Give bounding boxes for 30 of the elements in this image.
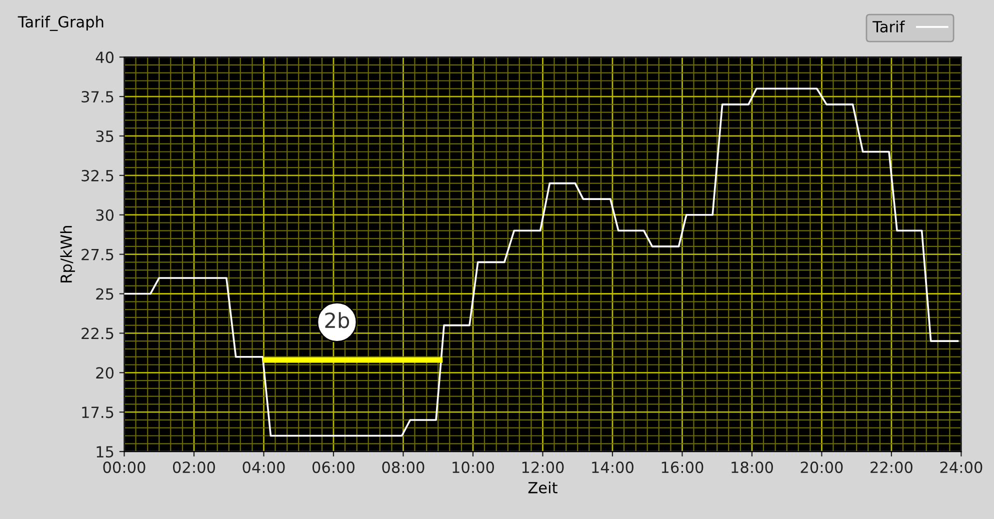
y-tick-label: 22.5 [82,328,114,340]
x-axis-title: Zeit [528,482,558,494]
line-series [124,88,959,437]
x-tick-label: 08:00 [382,462,424,474]
y-tick-label: 27.5 [82,248,114,260]
y-tick-label: 25 [96,288,114,300]
y-tick-label: 17.5 [82,406,114,418]
x-tick-label: 24:00 [940,462,982,474]
x-tick-label: 22:00 [870,462,912,474]
x-tick-label: 02:00 [172,462,215,474]
x-tick-label: 18:00 [732,462,773,474]
y-axis-title: Rp/kWh [60,226,75,282]
y-tick-label: 35 [96,130,114,142]
x-tick-label: 06:00 [312,462,354,474]
annotation: 2b [325,312,350,328]
x-tick-label: 12:00 [522,462,564,474]
x-tick-label: 04:00 [242,462,285,474]
x-tick-label: 10:00 [452,462,494,474]
x-tick-label: 16:00 [662,462,704,474]
y-tick-label: 30 [96,209,114,221]
x-tick-label: 14:00 [592,462,634,474]
legend-label: Tarif [872,20,905,32]
chart-title: Tarif_Graph [18,16,104,31]
x-tick-label: 00:00 [103,462,146,474]
y-tick-label: 37.5 [82,91,114,103]
y-tick-label: 15 [96,446,114,458]
y-tick-label: 40 [96,52,114,64]
y-tick-label: 20 [96,367,114,379]
x-tick-label: 20:00 [800,462,843,474]
y-tick-label: 32.5 [82,170,114,182]
